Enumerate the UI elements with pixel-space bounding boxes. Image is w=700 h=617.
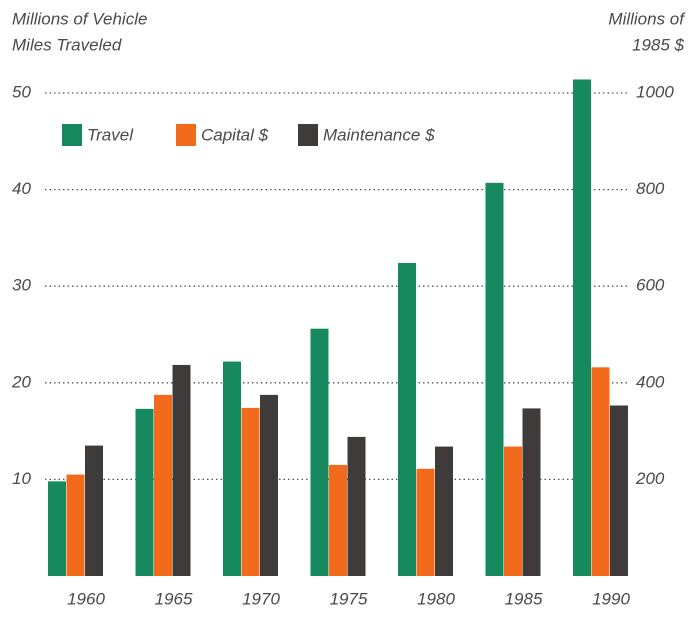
legend-swatch	[176, 124, 196, 146]
bar	[66, 474, 85, 576]
y-tick-label: 40	[12, 179, 31, 198]
bar	[85, 445, 103, 576]
y-tick-label: 30	[12, 276, 31, 295]
bar	[135, 408, 154, 576]
x-tick-label: 1990	[592, 589, 630, 608]
bar	[416, 468, 435, 576]
bar	[398, 263, 416, 576]
bar	[522, 408, 541, 576]
y2-axis-title: Millions of	[608, 9, 686, 28]
x-tick-label: 1970	[242, 589, 280, 608]
bar	[573, 79, 591, 576]
bar	[223, 361, 241, 576]
y-axis-title: Miles Traveled	[12, 35, 122, 54]
y2-tick-label: 600	[636, 276, 665, 295]
y2-tick-label: 200	[635, 469, 665, 488]
x-tick-label: 1980	[417, 589, 455, 608]
x-tick-label: 1965	[155, 589, 193, 608]
legend-swatch	[298, 124, 318, 146]
y-axis-title: Millions of Vehicle	[12, 9, 147, 28]
bar	[504, 446, 522, 576]
bar	[172, 364, 191, 576]
y-tick-label: 50	[12, 82, 31, 101]
y2-tick-label: 1000	[636, 82, 674, 101]
bar	[435, 446, 453, 576]
legend-label: Capital $	[201, 125, 269, 144]
bar	[241, 407, 260, 576]
bar	[610, 405, 628, 576]
bar	[310, 328, 329, 576]
bar	[347, 436, 366, 576]
y-tick-label: 10	[12, 469, 31, 488]
y2-tick-label: 800	[636, 179, 665, 198]
y2-tick-label: 400	[636, 372, 665, 391]
y2-axis-title: 1985 $	[632, 35, 685, 54]
legend-label: Travel	[87, 125, 134, 144]
x-tick-label: 1975	[330, 589, 368, 608]
legend-swatch	[62, 124, 82, 146]
bar	[329, 464, 347, 576]
y-tick-label: 20	[11, 372, 31, 391]
bar	[154, 394, 172, 576]
x-tick-label: 1960	[67, 589, 105, 608]
bar	[48, 481, 66, 576]
bar	[260, 394, 278, 576]
legend-label: Maintenance $	[323, 125, 435, 144]
x-tick-label: 1985	[505, 589, 543, 608]
bar	[591, 367, 610, 576]
bar	[485, 182, 504, 576]
